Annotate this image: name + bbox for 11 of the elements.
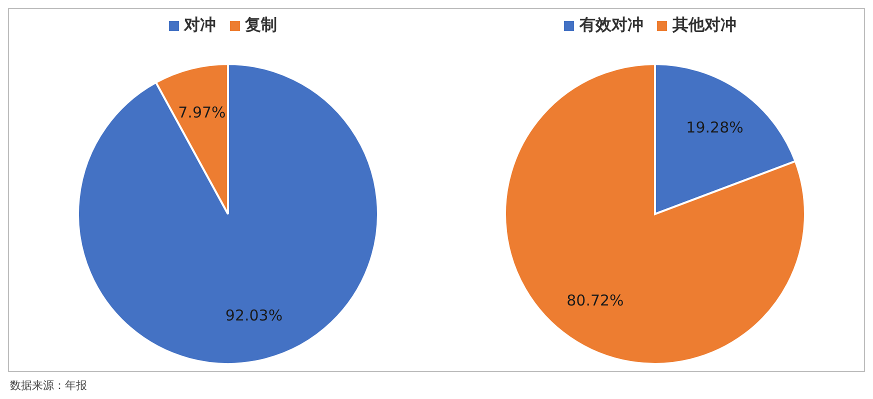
legend-label: 其他对冲 bbox=[672, 15, 736, 36]
pie-slice bbox=[76, 63, 379, 365]
pie-slice bbox=[504, 63, 806, 365]
data-label: 7.97% bbox=[178, 103, 226, 122]
source-note: 数据来源：年报 bbox=[10, 378, 88, 393]
legend-label: 有效对冲 bbox=[579, 15, 644, 36]
legend-label: 复制 bbox=[244, 15, 277, 36]
data-label: 80.72% bbox=[566, 291, 624, 310]
legend-label: 对冲 bbox=[184, 15, 216, 36]
data-label: 92.03% bbox=[225, 306, 282, 325]
data-label: 19.28% bbox=[686, 118, 744, 137]
